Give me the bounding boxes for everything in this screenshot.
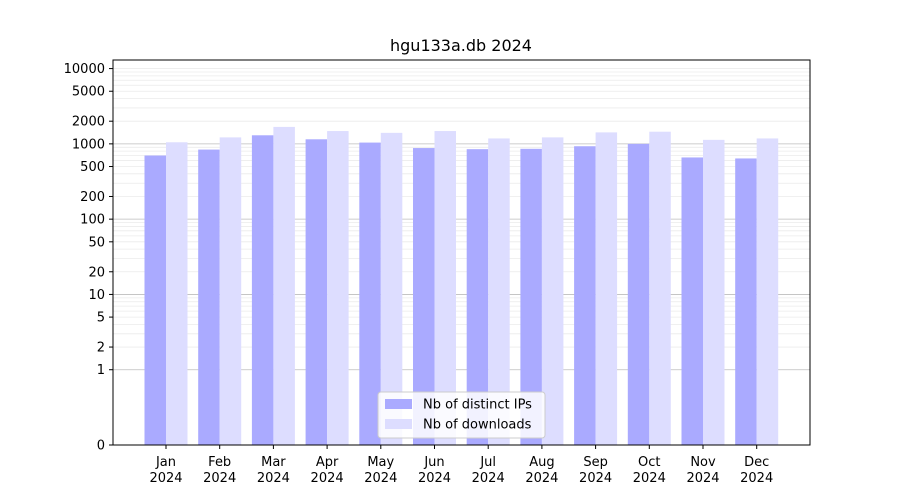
y-tick-label: 5 [97,311,105,326]
x-tick-label: Oct 2024 [633,455,666,486]
bar-downloads [703,139,725,445]
y-tick-label: 5000 [72,85,105,100]
x-tick-label: Mar 2024 [257,455,290,486]
y-tick-label: 0 [97,439,105,454]
bar-downloads [595,132,618,446]
bar-distinct-ips [466,149,489,445]
bar-distinct-ips [305,139,328,446]
x-tick-label: May 2024 [364,455,397,486]
y-axis: 0 1 2 5 10 20 50 100 200 500 1000 2000 5000 10000 [64,62,113,454]
x-tick-label: Jul 2024 [472,455,505,486]
x-axis: Jan 2024 Feb 2024 Mar 2024 Apr 2024 May 2024 Jun 20… [149,445,773,486]
bar-downloads [541,137,564,446]
x-tick-label: Aug 2024 [525,455,558,486]
bar-downloads [166,142,188,445]
y-tick-label: 500 [80,160,105,175]
bar-distinct-ips [520,148,542,445]
legend-swatch [385,419,412,429]
bar-distinct-ips [198,149,220,445]
legend-swatch [385,399,412,409]
bar-downloads [649,131,671,445]
bar-distinct-ips [413,148,435,445]
bars-layer [144,126,779,446]
y-tick-label: 50 [88,235,105,250]
y-tick-label: 1 [97,363,105,378]
bar-distinct-ips [735,158,757,445]
bar-downloads [756,138,779,445]
x-tick-label: Sep 2024 [579,455,612,486]
bar-downloads [273,126,295,445]
legend-label: Nb of distinct IPs [423,398,532,413]
chart-title: hgu133a.db 2024 [390,36,532,55]
y-tick-label: 10 [88,288,105,303]
y-tick-label: 20 [88,265,105,280]
legend-box [377,391,546,439]
x-tick-label: Jan 2024 [149,455,182,486]
y-tick-label: 1000 [72,137,105,152]
y-tick-label: 10000 [64,62,105,77]
x-tick-label: Nov 2024 [686,455,719,486]
bar-downloads [327,131,349,445]
x-tick-label: Dec 2024 [740,455,773,486]
bar-downloads [380,132,403,445]
bar-downloads [488,138,510,445]
plot-frame [112,59,811,446]
y-tick-label: 2 [97,341,105,356]
x-tick-label: Feb 2024 [203,455,236,486]
bar-distinct-ips [627,143,650,445]
y-tick-label: 200 [80,190,105,205]
legend: Nb of distinct IPs Nb of downloads [377,391,546,439]
bar-distinct-ips [681,157,703,445]
y-tick-label: 100 [80,213,105,228]
x-tick-label: Apr 2024 [311,455,344,486]
bar-distinct-ips [359,142,381,445]
legend-label: Nb of downloads [423,418,532,433]
bar-distinct-ips [144,155,166,445]
bar-distinct-ips [251,135,274,445]
x-tick-label: Jun 2024 [418,455,451,486]
bar-downloads [434,131,456,445]
bar-downloads [219,137,242,446]
bar-distinct-ips [574,146,596,445]
y-tick-label: 2000 [72,115,105,130]
